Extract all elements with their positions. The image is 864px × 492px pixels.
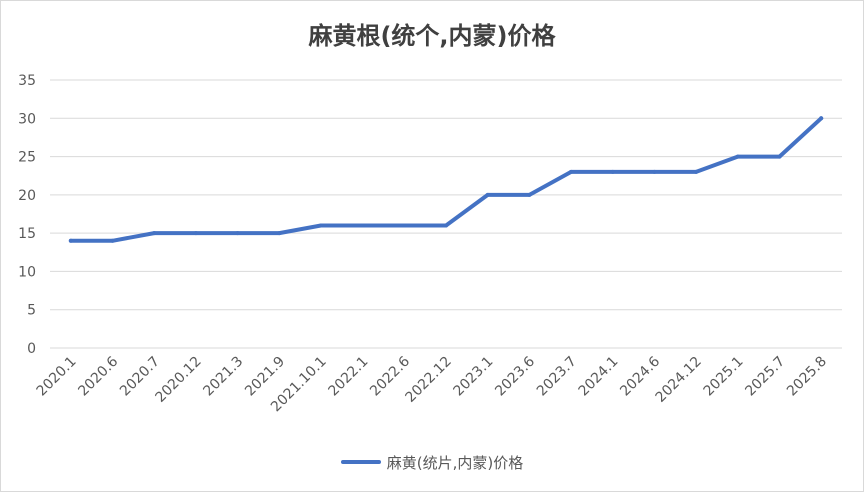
gridlines (50, 79, 842, 349)
data-point (527, 192, 532, 197)
x-tick-label: 2025.8 (784, 354, 830, 400)
y-tick-label: 10 (18, 264, 36, 280)
data-point (569, 169, 574, 174)
data-point (152, 231, 157, 236)
data-point (652, 169, 657, 174)
y-tick-label: 30 (18, 111, 36, 127)
data-point (277, 231, 282, 236)
y-tick-label: 5 (27, 303, 36, 319)
x-tick-label: 2020.6 (75, 353, 121, 399)
x-axis-ticks: 2020.12020.62020.72020.122021.32021.9202… (34, 353, 830, 415)
x-tick-label: 2025.1 (701, 354, 747, 400)
x-tick-label: 2024.1 (576, 354, 622, 400)
x-tick-label: 2023.7 (534, 354, 580, 400)
data-point (819, 116, 824, 121)
series-group (68, 116, 824, 243)
y-tick-label: 20 (18, 188, 36, 204)
data-point (318, 223, 323, 228)
data-point (735, 154, 740, 159)
y-axis-ticks: 0 5 10 15 20 25 30 35 (18, 73, 36, 357)
x-tick-label: 2023.6 (492, 353, 538, 399)
legend-label: 麻黄(统片,内蒙)价格 (386, 453, 524, 472)
data-point (444, 223, 448, 228)
x-tick-label: 2023.1 (451, 354, 497, 400)
data-point (777, 154, 782, 159)
data-point (68, 238, 73, 243)
x-tick-label: 2020.12 (152, 354, 204, 406)
x-tick-label: 2025.7 (742, 354, 788, 400)
data-point (610, 169, 615, 174)
x-tick-label: 2022.12 (403, 354, 455, 406)
x-tick-label: 2020.1 (34, 354, 80, 400)
y-tick-label: 25 (18, 150, 36, 166)
data-point (485, 192, 490, 197)
chart-title: 麻黄根(统个,内蒙)价格 (308, 22, 556, 50)
y-tick-label: 35 (18, 73, 36, 89)
data-point (110, 238, 115, 243)
x-tick-label: 2021.3 (200, 354, 246, 400)
data-point (694, 169, 699, 174)
data-point (235, 231, 240, 236)
series-line (68, 116, 824, 243)
data-point (193, 231, 198, 236)
legend-line-marker (340, 460, 381, 464)
data-point (360, 223, 365, 228)
legend: 麻黄(统片,内蒙)价格 (0, 450, 864, 473)
x-tick-label: 2024.12 (653, 354, 705, 406)
y-tick-label: 15 (18, 226, 36, 242)
y-tick-label: 0 (27, 341, 36, 357)
x-tick-label: 2022.1 (325, 354, 371, 400)
data-point (402, 223, 407, 228)
